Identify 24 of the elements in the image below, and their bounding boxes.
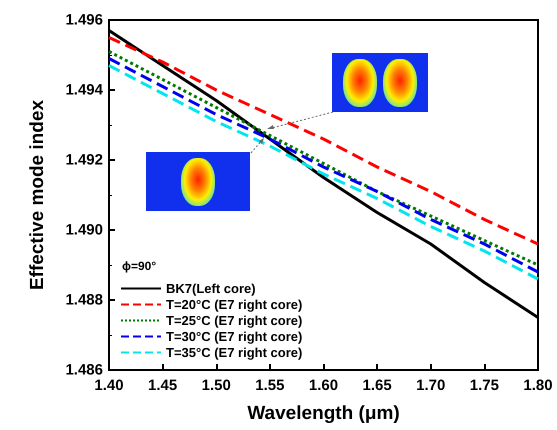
y-tick-label: 1.494 (65, 82, 104, 98)
x-tick-label: 1.80 (523, 377, 553, 394)
y-tick-label: 1.488 (65, 292, 103, 308)
line-series (108, 36, 540, 246)
y-tick-label: 1.486 (65, 362, 103, 378)
legend-label: T=30°C (E7 right core) (166, 329, 302, 344)
x-tick-label: 1.60 (308, 377, 338, 394)
y-tick-label: 1.496 (65, 12, 103, 28)
legend-label: T=25°C (E7 right core) (166, 313, 302, 328)
legend-title: ϕ=90° (122, 259, 156, 273)
x-tick-label: 1.65 (362, 377, 392, 394)
legend-label: T=20°C (E7 right core) (166, 297, 302, 312)
x-tick-label: 1.55 (255, 377, 284, 394)
x-tick-label: 1.70 (416, 377, 446, 394)
x-tick-label: 1.40 (94, 377, 124, 394)
x-tick-label: 1.45 (148, 377, 178, 394)
x-tick-label: 1.75 (470, 377, 499, 394)
y-tick-label: 1.490 (65, 222, 103, 238)
x-axis-title: Wavelength (μm) (247, 403, 400, 424)
y-tick-label: 1.492 (65, 152, 103, 168)
legend-label: T=35°C (E7 right core) (166, 345, 302, 360)
y-axis-title: Effective mode index (27, 100, 48, 290)
x-tick-label: 1.50 (202, 377, 231, 394)
legend-label: BK7(Left core) (166, 281, 256, 296)
